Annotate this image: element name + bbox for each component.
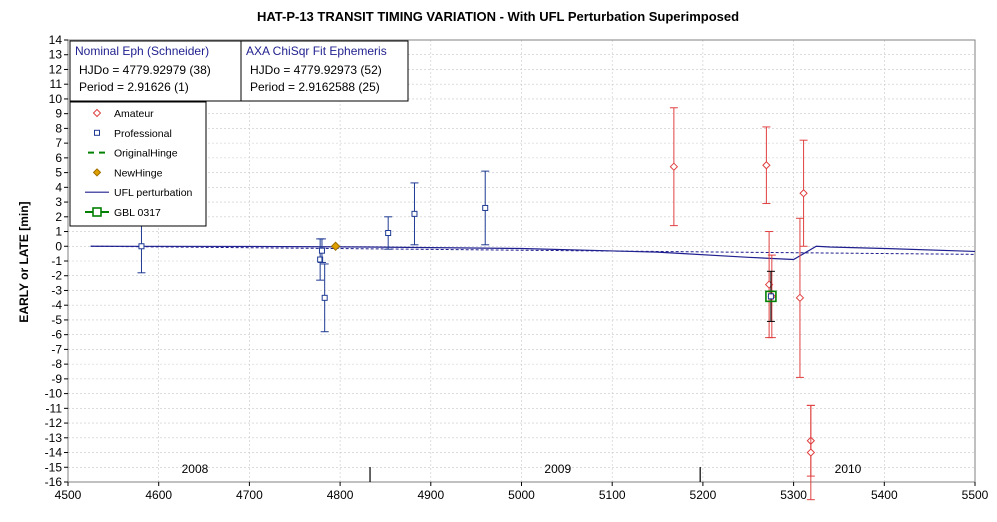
y-tick-label: -5 [51,313,62,327]
x-tick-label: 5200 [690,488,717,502]
amateur-point [669,162,679,171]
year-label: 2008 [182,462,209,476]
legend-marker-amateur [92,108,102,118]
ephemeris-box-fit [240,40,409,102]
y-tick-label: -11 [46,401,63,415]
legend-label-amateur: Amateur [114,108,154,120]
y-axis-label: EARLY or LATE [min] [17,201,31,322]
y-tick-label: -9 [51,372,62,386]
newhinge-point [330,241,341,251]
professional-point [411,210,418,217]
legend-label-newhinge: NewHinge [114,167,163,179]
legend-label-ufl-perturbation: UFL perturbation [114,187,193,199]
y-tick-label: 0 [55,239,62,253]
x-tick-label: 5300 [780,488,807,502]
legend-marker-professional [94,129,100,136]
x-tick-label: 5500 [962,488,989,502]
professional-point [321,294,328,301]
y-tick-label: 4 [55,180,62,194]
amateur-point [806,448,816,457]
y-tick-label: -8 [51,357,62,371]
y-tick-label: -12 [45,416,63,430]
ephemeris-hjdo-fit: HJDo = 4779.92973 (52) [250,63,382,77]
year-label: 2010 [835,462,862,476]
legend-label-professional: Professional [114,128,172,140]
y-tick-label: -1 [51,254,62,268]
y-tick-label: -2 [51,269,62,283]
gbl-point [765,290,777,303]
amateur-point [795,293,805,303]
x-tick-label: 5400 [871,488,898,502]
year-label: 2009 [544,462,571,476]
nominal-baseline-line [90,245,976,255]
ephemeris-title-fit: AXA ChiSqr Fit Ephemeris [246,44,387,58]
y-tick-label: 10 [49,92,63,106]
y-tick-label: -6 [51,328,62,342]
y-tick-label: -16 [45,475,63,489]
y-tick-label: -3 [51,283,62,297]
professional-point [318,247,325,254]
legend-label-originalhinge: OriginalHinge [114,148,178,160]
chart-title: HAT-P-13 TRANSIT TIMING VARIATION - With… [257,9,739,24]
legend-box [69,101,207,227]
x-tick-label: 4500 [55,488,82,502]
y-tick-label: -14 [45,446,63,460]
professional-point [385,230,392,237]
x-tick-label: 5100 [599,488,626,502]
x-tick-label: 5000 [508,488,535,502]
y-tick-label: 8 [55,121,62,135]
y-tick-label: 13 [49,48,63,62]
x-tick-label: 4600 [145,488,172,502]
ephemeris-period-fit: Period = 2.9162588 (25) [250,80,380,94]
legend: Amateur Professional OriginalHinge NewHinge… [69,101,207,227]
professional-point [138,243,145,250]
ephemeris-title-nominal: Nominal Eph (Schneider) [75,44,209,58]
gbl-inner-point [767,293,774,300]
ephemeris-box-nominal [69,40,242,102]
y-tick-label: -4 [51,298,62,312]
ephemeris-period-nominal: Period = 2.91626 (1) [79,80,189,94]
y-tick-label: 2 [55,210,62,224]
y-tick-label: 1 [55,225,62,239]
amateur-point [762,161,771,170]
ufl-perturbation-line [90,245,976,261]
x-tick-label: 4900 [417,488,444,502]
y-tick-label: 6 [55,151,62,165]
y-tick-label: 9 [55,107,62,121]
y-tick-label: -15 [45,460,63,474]
y-tick-label: 3 [55,195,62,209]
legend-label-gbl-0317: GBL 0317 [114,207,161,219]
y-tick-label: 12 [49,62,63,76]
legend-marker-newhinge [92,168,102,177]
plot-area: 14131211109876543210-1-2-3-4-5-6-7-8-9-1… [45,33,989,502]
x-tick-label: 4700 [236,488,263,502]
y-tick-label: 11 [50,77,63,91]
ephemeris-hjdo-nominal: HJDo = 4779.92979 (38) [79,63,211,77]
y-tick-label: -10 [45,387,63,401]
y-tick-label: -7 [51,342,62,356]
ephemeris-boxes: Nominal Eph (Schneider) HJDo = 4779.92979… [69,40,409,102]
professional-point [482,204,489,211]
legend-marker-gbl-0317 [92,207,102,217]
y-tick-label: 5 [55,166,62,180]
x-tick-label: 4800 [327,488,354,502]
y-tick-label: -13 [45,431,63,445]
y-tick-label: 7 [55,136,62,150]
y-tick-label: 14 [49,33,63,47]
amateur-point [799,189,808,198]
